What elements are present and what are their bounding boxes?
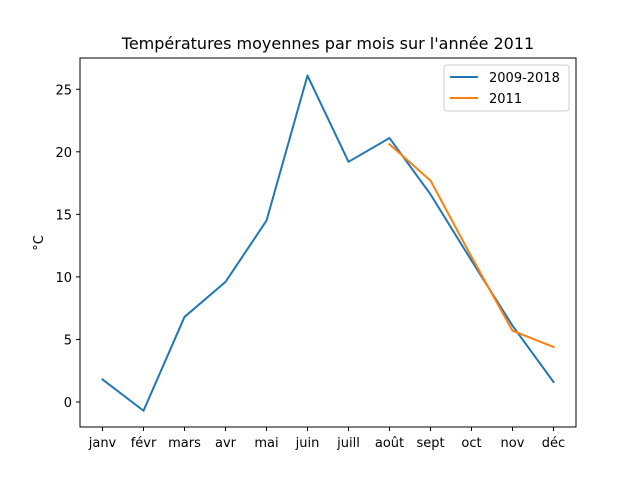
x-tick-label: août (375, 436, 404, 451)
series-line-1 (101, 74, 555, 412)
x-tick-label: nov (501, 436, 525, 451)
series-line-2 (388, 142, 555, 349)
y-tick-label: 10 (55, 271, 72, 286)
y-tick-label: 15 (55, 208, 72, 223)
chart-title: Températures moyennes par mois sur l'ann… (121, 34, 534, 53)
x-tick-label: juin (295, 436, 320, 451)
y-axis-label: °C (32, 235, 47, 251)
y-tick-label: 5 (64, 333, 72, 348)
y-tick-label: 25 (55, 83, 72, 98)
y-tick-label: 20 (55, 146, 72, 161)
x-tick-label: oct (461, 436, 481, 451)
x-tick-label: juill (336, 436, 360, 451)
x-tick-label: févr (131, 436, 157, 451)
x-tick-label: mars (168, 436, 201, 451)
x-tick-label: sept (416, 436, 444, 451)
legend-label-1: 2009-2018 (489, 71, 560, 86)
legend-label-2: 2011 (489, 92, 522, 107)
legend: 2009-2018 2011 (443, 64, 570, 112)
y-tick-label: 0 (64, 396, 72, 411)
x-tick-label: janv (88, 436, 117, 451)
x-tick-label: avr (215, 436, 237, 451)
x-tick-label: déc (542, 436, 565, 451)
ticks-layer: janv févr mars avr mai juin juill août sept oct no… (55, 83, 565, 451)
x-tick-label: mai (254, 436, 278, 451)
plot-frame (79, 57, 577, 428)
series-layer (101, 74, 555, 412)
